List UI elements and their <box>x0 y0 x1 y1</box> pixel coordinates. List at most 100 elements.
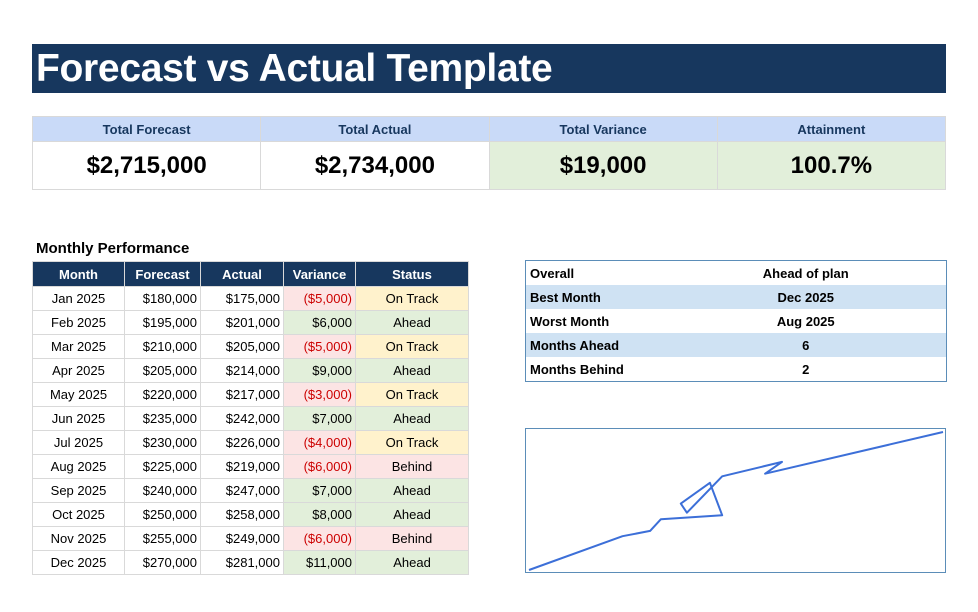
cell-status[interactable]: Ahead <box>355 502 469 527</box>
cell-actual[interactable]: $249,000 <box>200 526 284 551</box>
cell-month[interactable]: Oct 2025 <box>32 502 125 527</box>
cell-month[interactable]: Jul 2025 <box>32 430 125 455</box>
actual-trend-chart[interactable] <box>525 428 946 573</box>
summary-label-best-month[interactable]: Best Month <box>525 285 666 309</box>
summary-value-months-behind[interactable]: 2 <box>802 361 810 377</box>
cell-actual[interactable]: $175,000 <box>200 286 284 311</box>
cell-forecast[interactable]: $210,000 <box>124 334 201 359</box>
cell-forecast[interactable]: $230,000 <box>124 430 201 455</box>
cell-variance[interactable]: $9,000 <box>283 358 356 383</box>
title-bar: Forecast vs Actual Template <box>32 44 946 93</box>
cell-status[interactable]: Ahead <box>355 310 469 335</box>
table-row: Sep 2025 $240,000 $247,000 $7,000 Ahead <box>32 478 469 503</box>
cell-month[interactable]: May 2025 <box>32 382 125 407</box>
cell-actual[interactable]: $205,000 <box>200 334 284 359</box>
cell-month[interactable]: Mar 2025 <box>32 334 125 359</box>
kpi-label-total-actual: Total Actual <box>260 116 490 142</box>
cell-actual[interactable]: $201,000 <box>200 310 284 335</box>
cell-status[interactable]: On Track <box>355 334 469 359</box>
table-row: Mar 2025 $210,000 $205,000 ($5,000) On Track <box>32 334 469 359</box>
cell-month[interactable]: Feb 2025 <box>32 310 125 335</box>
kpi-table: Total Forecast Total Actual Total Varian… <box>31 116 947 190</box>
cell-forecast[interactable]: $250,000 <box>124 502 201 527</box>
cell-month[interactable]: Jan 2025 <box>32 286 125 311</box>
table-row: Feb 2025 $195,000 $201,000 $6,000 Ahead <box>32 310 469 335</box>
cell-month[interactable]: Aug 2025 <box>32 454 125 479</box>
cell-forecast[interactable]: $235,000 <box>124 406 201 431</box>
cell-variance[interactable]: $8,000 <box>283 502 356 527</box>
kpi-label-attainment: Attainment <box>716 116 947 142</box>
cell-status[interactable]: On Track <box>355 382 469 407</box>
header-status[interactable]: Status <box>355 261 469 287</box>
monthly-performance-title: Monthly Performance <box>36 240 190 257</box>
kpi-value-attainment[interactable]: 100.7% <box>716 141 947 190</box>
cell-forecast[interactable]: $205,000 <box>124 358 201 383</box>
cell-variance[interactable]: ($6,000) <box>283 526 356 551</box>
summary-label-months-behind[interactable]: Months Behind <box>530 361 624 377</box>
table-row: Jun 2025 $235,000 $242,000 $7,000 Ahead <box>32 406 469 431</box>
cell-actual[interactable]: $281,000 <box>200 550 284 575</box>
cell-forecast[interactable]: $255,000 <box>124 526 201 551</box>
cell-forecast[interactable]: $195,000 <box>124 310 201 335</box>
table-row: May 2025 $220,000 $217,000 ($3,000) On Track <box>32 382 469 407</box>
header-month[interactable]: Month <box>32 261 125 287</box>
cell-status[interactable]: Ahead <box>355 550 469 575</box>
table-row: Dec 2025 $270,000 $281,000 $11,000 Ahead <box>32 550 469 575</box>
table-row: Nov 2025 $255,000 $249,000 ($6,000) Behind <box>32 526 469 551</box>
kpi-label-total-forecast: Total Forecast <box>31 116 262 142</box>
cell-actual[interactable]: $242,000 <box>200 406 284 431</box>
kpi-value-total-actual[interactable]: $2,734,000 <box>260 141 490 190</box>
cell-status[interactable]: Ahead <box>355 358 469 383</box>
cell-forecast[interactable]: $180,000 <box>124 286 201 311</box>
cell-forecast[interactable]: $225,000 <box>124 454 201 479</box>
summary-label-months-ahead[interactable]: Months Ahead <box>525 333 666 357</box>
cell-status[interactable]: Behind <box>355 454 469 479</box>
cell-actual[interactable]: $219,000 <box>200 454 284 479</box>
table-row: Jan 2025 $180,000 $175,000 ($5,000) On Track <box>32 286 469 311</box>
cell-forecast[interactable]: $270,000 <box>124 550 201 575</box>
cell-month[interactable]: Sep 2025 <box>32 478 125 503</box>
cell-forecast[interactable]: $240,000 <box>124 478 201 503</box>
cell-variance[interactable]: ($6,000) <box>283 454 356 479</box>
cell-month[interactable]: Apr 2025 <box>32 358 125 383</box>
cell-variance[interactable]: ($3,000) <box>283 382 356 407</box>
cell-variance[interactable]: ($5,000) <box>283 334 356 359</box>
summary-value-months-ahead[interactable]: 6 <box>665 333 947 357</box>
cell-status[interactable]: Behind <box>355 526 469 551</box>
table-row: Apr 2025 $205,000 $214,000 $9,000 Ahead <box>32 358 469 383</box>
cell-actual[interactable]: $258,000 <box>200 502 284 527</box>
summary-label-worst-month[interactable]: Worst Month <box>530 313 610 329</box>
cell-actual[interactable]: $214,000 <box>200 358 284 383</box>
cell-status[interactable]: On Track <box>355 286 469 311</box>
cell-status[interactable]: Ahead <box>355 406 469 431</box>
cell-variance[interactable]: $7,000 <box>283 478 356 503</box>
cell-month[interactable]: Nov 2025 <box>32 526 125 551</box>
cell-forecast[interactable]: $220,000 <box>124 382 201 407</box>
cell-actual[interactable]: $217,000 <box>200 382 284 407</box>
cell-month[interactable]: Dec 2025 <box>32 550 125 575</box>
cell-variance[interactable]: ($4,000) <box>283 430 356 455</box>
table-row: Aug 2025 $225,000 $219,000 ($6,000) Behind <box>32 454 469 479</box>
summary-table: Overall Ahead of plan Best Month Dec 202… <box>525 260 947 382</box>
cell-variance[interactable]: $6,000 <box>283 310 356 335</box>
table-row: Oct 2025 $250,000 $258,000 $8,000 Ahead <box>32 502 469 527</box>
page-title: Forecast vs Actual Template <box>36 47 553 90</box>
summary-value-overall[interactable]: Ahead of plan <box>762 265 849 281</box>
cell-actual[interactable]: $247,000 <box>200 478 284 503</box>
cell-status[interactable]: Ahead <box>355 478 469 503</box>
header-forecast[interactable]: Forecast <box>124 261 201 287</box>
kpi-value-total-variance[interactable]: $19,000 <box>488 141 718 190</box>
kpi-value-total-forecast[interactable]: $2,715,000 <box>31 141 262 190</box>
cell-actual[interactable]: $226,000 <box>200 430 284 455</box>
summary-value-best-month[interactable]: Dec 2025 <box>665 285 947 309</box>
cell-variance[interactable]: $7,000 <box>283 406 356 431</box>
summary-label-overall[interactable]: Overall <box>530 265 575 281</box>
summary-value-worst-month[interactable]: Aug 2025 <box>776 313 835 329</box>
kpi-label-total-variance: Total Variance <box>488 116 718 142</box>
header-actual[interactable]: Actual <box>200 261 284 287</box>
header-variance[interactable]: Variance <box>283 261 356 287</box>
cell-variance[interactable]: ($5,000) <box>283 286 356 311</box>
cell-status[interactable]: On Track <box>355 430 469 455</box>
cell-month[interactable]: Jun 2025 <box>32 406 125 431</box>
cell-variance[interactable]: $11,000 <box>283 550 356 575</box>
